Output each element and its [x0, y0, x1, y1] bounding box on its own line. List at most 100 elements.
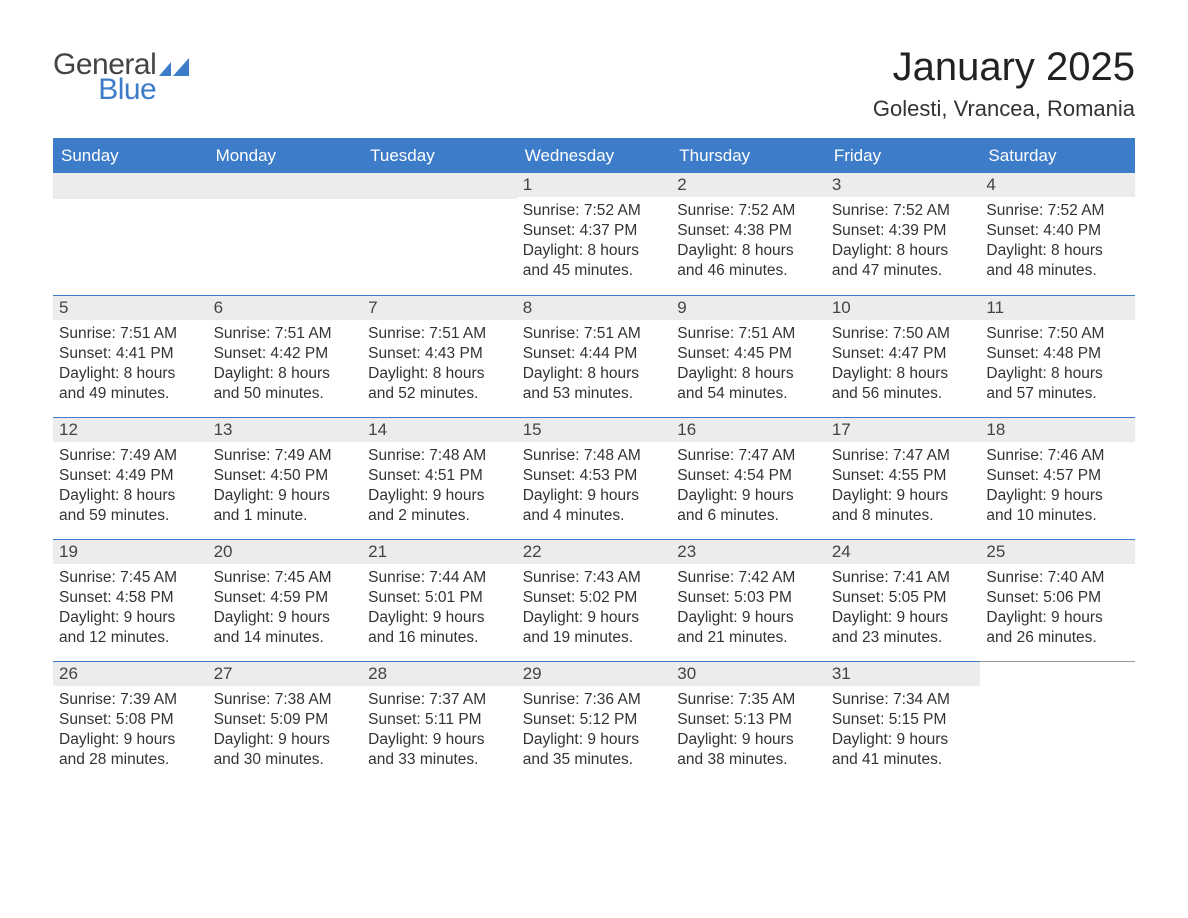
day-number — [980, 661, 1135, 688]
calendar: SundayMondayTuesdayWednesdayThursdayFrid… — [53, 138, 1135, 783]
day-number: 14 — [362, 417, 517, 442]
calendar-cell: 29Sunrise: 7:36 AMSunset: 5:12 PMDayligh… — [517, 661, 672, 783]
daylight-text-2: and 10 minutes. — [986, 506, 1129, 526]
daylight-text-2: and 16 minutes. — [368, 628, 511, 648]
sunrise-text: Sunrise: 7:40 AM — [986, 568, 1129, 588]
sunrise-text: Sunrise: 7:45 AM — [59, 568, 202, 588]
daylight-text-1: Daylight: 8 hours — [832, 364, 975, 384]
daylight-text-1: Daylight: 9 hours — [368, 608, 511, 628]
calendar-cell: 9Sunrise: 7:51 AMSunset: 4:45 PMDaylight… — [671, 295, 826, 417]
day-number: 17 — [826, 417, 981, 442]
day-number: 9 — [671, 295, 826, 320]
day-body: Sunrise: 7:51 AMSunset: 4:42 PMDaylight:… — [208, 320, 363, 413]
daylight-text-2: and 35 minutes. — [523, 750, 666, 770]
calendar-cell: 10Sunrise: 7:50 AMSunset: 4:47 PMDayligh… — [826, 295, 981, 417]
sunrise-text: Sunrise: 7:39 AM — [59, 690, 202, 710]
daylight-text-1: Daylight: 9 hours — [523, 608, 666, 628]
daylight-text-2: and 52 minutes. — [368, 384, 511, 404]
daylight-text-2: and 56 minutes. — [832, 384, 975, 404]
day-body: Sunrise: 7:45 AMSunset: 4:59 PMDaylight:… — [208, 564, 363, 657]
sunset-text: Sunset: 4:44 PM — [523, 344, 666, 364]
sunset-text: Sunset: 4:49 PM — [59, 466, 202, 486]
sunset-text: Sunset: 4:58 PM — [59, 588, 202, 608]
sunrise-text: Sunrise: 7:51 AM — [368, 324, 511, 344]
sunrise-text: Sunrise: 7:49 AM — [59, 446, 202, 466]
sunset-text: Sunset: 5:12 PM — [523, 710, 666, 730]
day-number: 6 — [208, 295, 363, 320]
sunset-text: Sunset: 5:09 PM — [214, 710, 357, 730]
daylight-text-1: Daylight: 9 hours — [986, 486, 1129, 506]
day-number: 30 — [671, 661, 826, 686]
daylight-text-1: Daylight: 9 hours — [214, 608, 357, 628]
sunrise-text: Sunrise: 7:48 AM — [368, 446, 511, 466]
day-header: Tuesday — [362, 140, 517, 173]
day-body: Sunrise: 7:49 AMSunset: 4:50 PMDaylight:… — [208, 442, 363, 535]
calendar-cell: 15Sunrise: 7:48 AMSunset: 4:53 PMDayligh… — [517, 417, 672, 539]
day-body: Sunrise: 7:52 AMSunset: 4:37 PMDaylight:… — [517, 197, 672, 290]
sunrise-text: Sunrise: 7:42 AM — [677, 568, 820, 588]
day-number: 25 — [980, 539, 1135, 564]
daylight-text-1: Daylight: 8 hours — [677, 241, 820, 261]
sunrise-text: Sunrise: 7:48 AM — [523, 446, 666, 466]
calendar-cell: 12Sunrise: 7:49 AMSunset: 4:49 PMDayligh… — [53, 417, 208, 539]
daylight-text-1: Daylight: 8 hours — [59, 364, 202, 384]
sunrise-text: Sunrise: 7:51 AM — [59, 324, 202, 344]
sunset-text: Sunset: 4:48 PM — [986, 344, 1129, 364]
day-header: Monday — [208, 140, 363, 173]
sunset-text: Sunset: 4:43 PM — [368, 344, 511, 364]
calendar-cell: 2Sunrise: 7:52 AMSunset: 4:38 PMDaylight… — [671, 173, 826, 295]
daylight-text-1: Daylight: 9 hours — [832, 730, 975, 750]
sunset-text: Sunset: 5:01 PM — [368, 588, 511, 608]
sunrise-text: Sunrise: 7:51 AM — [677, 324, 820, 344]
day-body: Sunrise: 7:47 AMSunset: 4:55 PMDaylight:… — [826, 442, 981, 535]
daylight-text-2: and 4 minutes. — [523, 506, 666, 526]
day-number — [53, 173, 208, 199]
daylight-text-2: and 2 minutes. — [368, 506, 511, 526]
day-body: Sunrise: 7:52 AMSunset: 4:38 PMDaylight:… — [671, 197, 826, 290]
calendar-cell: 28Sunrise: 7:37 AMSunset: 5:11 PMDayligh… — [362, 661, 517, 783]
logo-text: General Blue — [53, 51, 156, 104]
daylight-text-1: Daylight: 9 hours — [523, 486, 666, 506]
daylight-text-2: and 59 minutes. — [59, 506, 202, 526]
day-body: Sunrise: 7:36 AMSunset: 5:12 PMDaylight:… — [517, 686, 672, 779]
day-body: Sunrise: 7:45 AMSunset: 4:58 PMDaylight:… — [53, 564, 208, 657]
sunrise-text: Sunrise: 7:46 AM — [986, 446, 1129, 466]
calendar-cell: 18Sunrise: 7:46 AMSunset: 4:57 PMDayligh… — [980, 417, 1135, 539]
day-header: Sunday — [53, 140, 208, 173]
calendar-cell: 21Sunrise: 7:44 AMSunset: 5:01 PMDayligh… — [362, 539, 517, 661]
sunset-text: Sunset: 4:54 PM — [677, 466, 820, 486]
sunrise-text: Sunrise: 7:49 AM — [214, 446, 357, 466]
sunset-text: Sunset: 4:45 PM — [677, 344, 820, 364]
day-body: Sunrise: 7:52 AMSunset: 4:40 PMDaylight:… — [980, 197, 1135, 290]
day-number: 1 — [517, 173, 672, 197]
sunset-text: Sunset: 5:02 PM — [523, 588, 666, 608]
calendar-cell-empty — [53, 173, 208, 295]
daylight-text-1: Daylight: 9 hours — [368, 730, 511, 750]
day-body: Sunrise: 7:42 AMSunset: 5:03 PMDaylight:… — [671, 564, 826, 657]
sunrise-text: Sunrise: 7:41 AM — [832, 568, 975, 588]
day-number: 29 — [517, 661, 672, 686]
sunset-text: Sunset: 4:50 PM — [214, 466, 357, 486]
calendar-cell: 1Sunrise: 7:52 AMSunset: 4:37 PMDaylight… — [517, 173, 672, 295]
sunrise-text: Sunrise: 7:37 AM — [368, 690, 511, 710]
calendar-cell: 31Sunrise: 7:34 AMSunset: 5:15 PMDayligh… — [826, 661, 981, 783]
sunset-text: Sunset: 4:55 PM — [832, 466, 975, 486]
day-number: 27 — [208, 661, 363, 686]
calendar-cell: 17Sunrise: 7:47 AMSunset: 4:55 PMDayligh… — [826, 417, 981, 539]
daylight-text-1: Daylight: 8 hours — [986, 241, 1129, 261]
daylight-text-1: Daylight: 8 hours — [59, 486, 202, 506]
daylight-text-1: Daylight: 9 hours — [986, 608, 1129, 628]
day-body: Sunrise: 7:49 AMSunset: 4:49 PMDaylight:… — [53, 442, 208, 535]
day-body: Sunrise: 7:39 AMSunset: 5:08 PMDaylight:… — [53, 686, 208, 779]
day-number — [362, 173, 517, 199]
day-header: Wednesday — [517, 140, 672, 173]
day-body: Sunrise: 7:51 AMSunset: 4:43 PMDaylight:… — [362, 320, 517, 413]
calendar-cell: 25Sunrise: 7:40 AMSunset: 5:06 PMDayligh… — [980, 539, 1135, 661]
calendar-cell: 26Sunrise: 7:39 AMSunset: 5:08 PMDayligh… — [53, 661, 208, 783]
day-number: 22 — [517, 539, 672, 564]
calendar-cell: 27Sunrise: 7:38 AMSunset: 5:09 PMDayligh… — [208, 661, 363, 783]
daylight-text-1: Daylight: 9 hours — [59, 730, 202, 750]
sunset-text: Sunset: 4:57 PM — [986, 466, 1129, 486]
day-number: 13 — [208, 417, 363, 442]
daylight-text-2: and 45 minutes. — [523, 261, 666, 281]
